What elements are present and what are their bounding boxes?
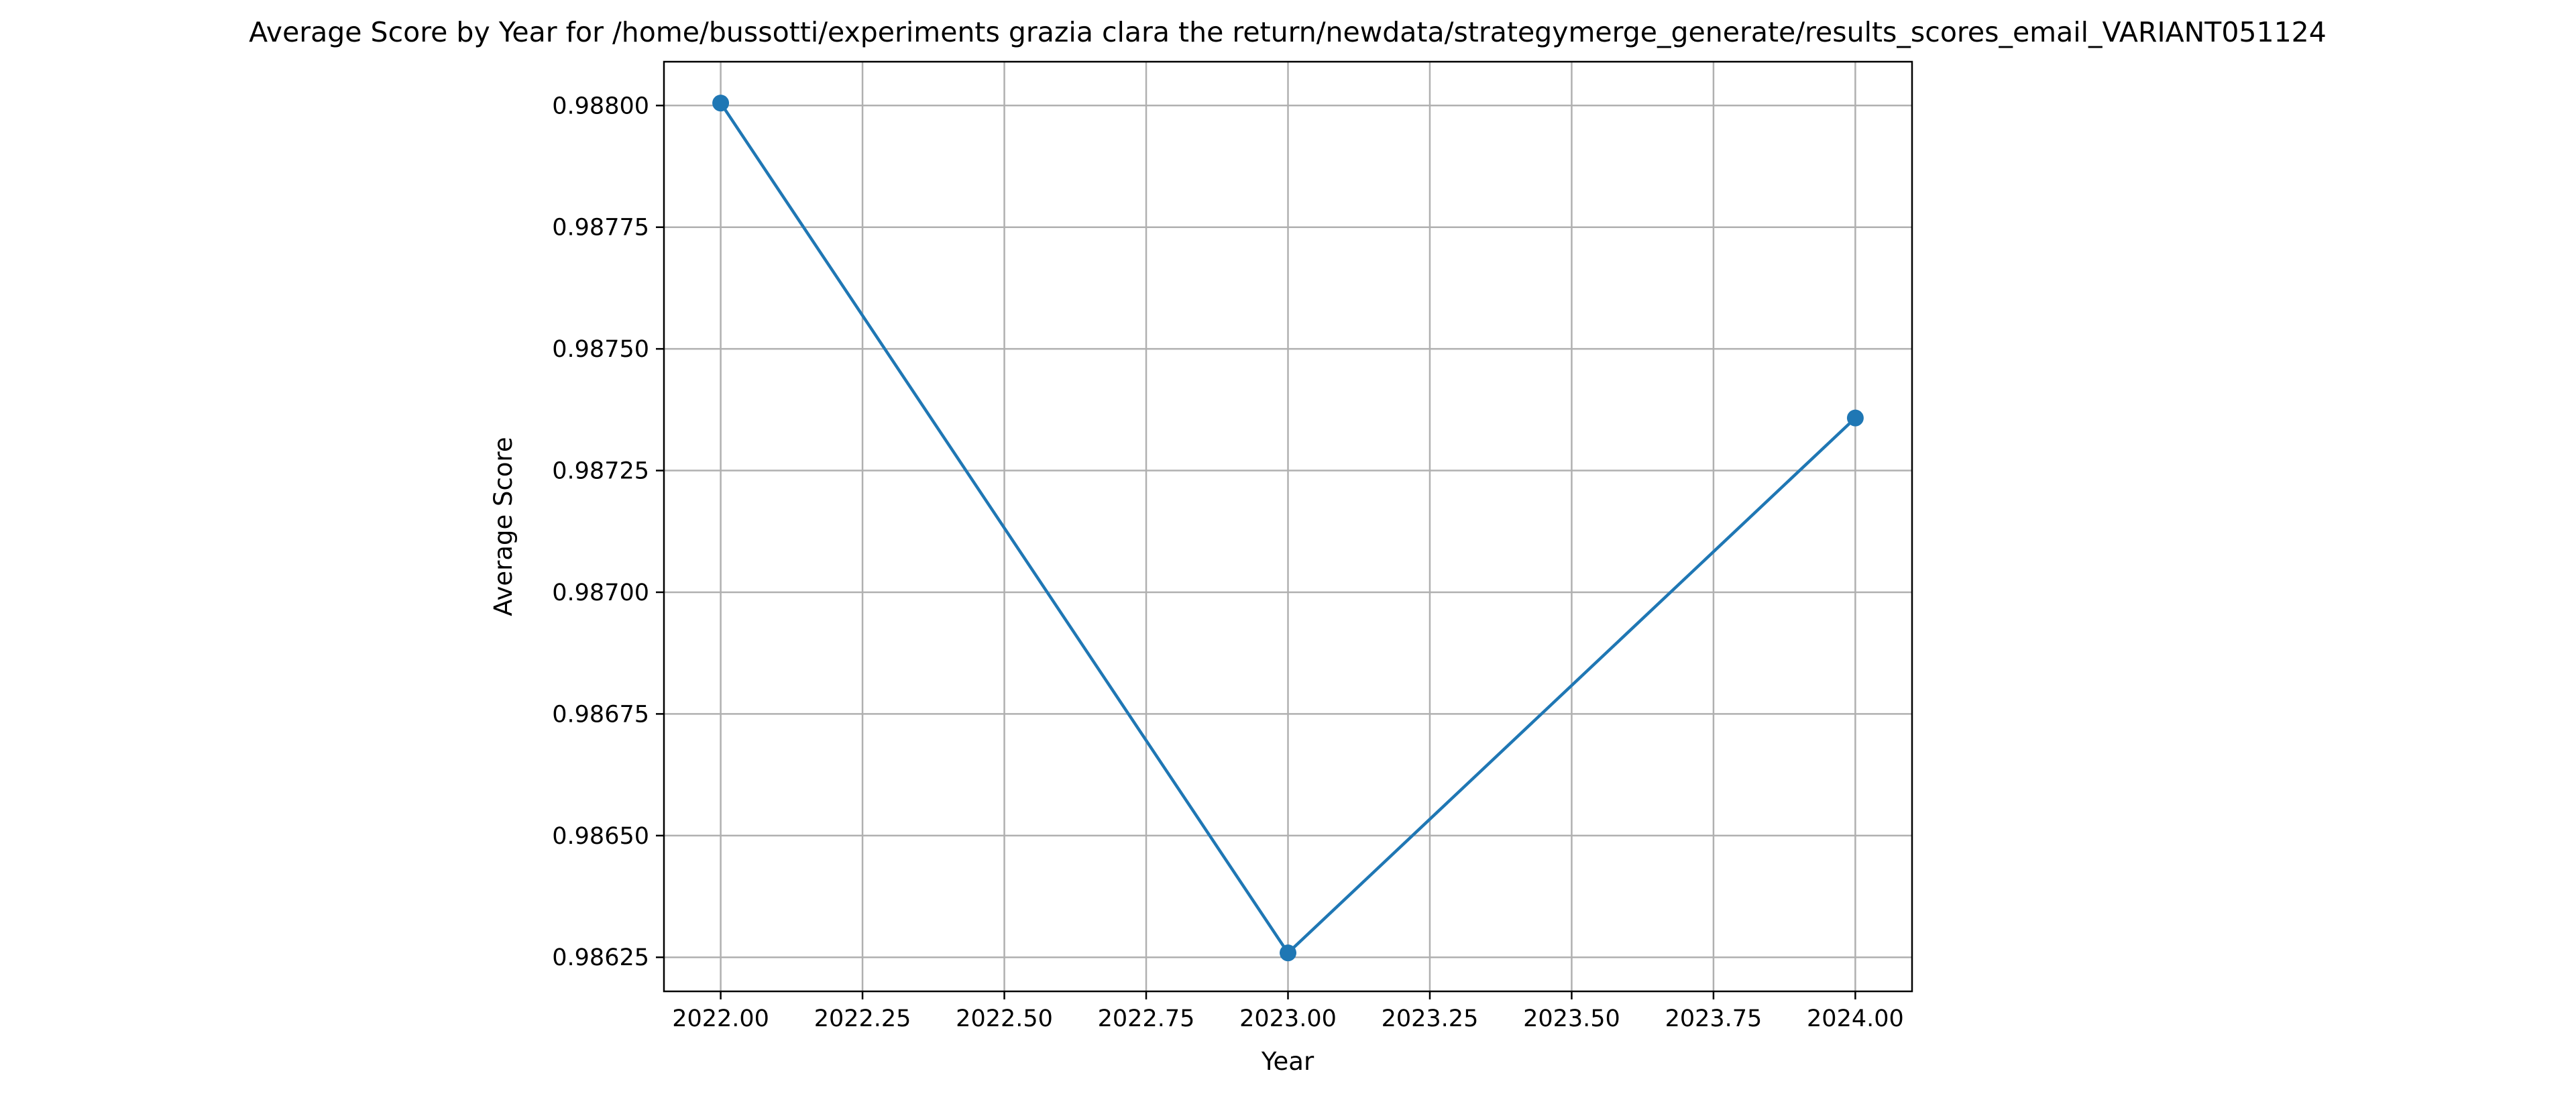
y-tick-label: 0.98775	[552, 215, 649, 241]
data-point	[1280, 944, 1296, 962]
y-tick-label: 0.98650	[552, 823, 649, 850]
chart-title: Average Score by Year for /home/bussotti…	[249, 16, 2327, 48]
y-tick-label: 0.98700	[552, 580, 649, 606]
x-axis-ticks: 2022.00 2022.25 2022.50 2022.75 2023.00 2023.…	[672, 991, 1904, 1032]
x-tick-label: 2023.75	[1665, 1005, 1762, 1032]
y-tick-label: 0.98800	[552, 93, 649, 119]
data-point	[1846, 409, 1864, 427]
x-tick-label: 2024.00	[1807, 1005, 1904, 1032]
y-axis-ticks: 0.98625 0.98650 0.98675 0.98700 0.98725 0.987…	[552, 93, 664, 971]
x-tick-label: 2022.00	[672, 1005, 769, 1032]
x-tick-label: 2022.75	[1098, 1005, 1195, 1032]
y-tick-label: 0.98725	[552, 458, 649, 485]
y-tick-label: 0.98675	[552, 701, 649, 728]
x-tick-label: 2023.25	[1382, 1005, 1479, 1032]
y-tick-label: 0.98625	[552, 944, 649, 971]
x-tick-label: 2023.00	[1239, 1005, 1337, 1032]
series-layer	[712, 95, 1864, 962]
x-tick-label: 2022.50	[956, 1005, 1053, 1032]
y-axis-label: Average Score	[489, 437, 518, 616]
x-tick-label: 2023.50	[1523, 1005, 1620, 1032]
y-tick-label: 0.98750	[552, 336, 649, 363]
data-point	[712, 95, 730, 112]
x-tick-label: 2022.25	[814, 1005, 911, 1032]
x-axis-label: Year	[1261, 1047, 1314, 1076]
